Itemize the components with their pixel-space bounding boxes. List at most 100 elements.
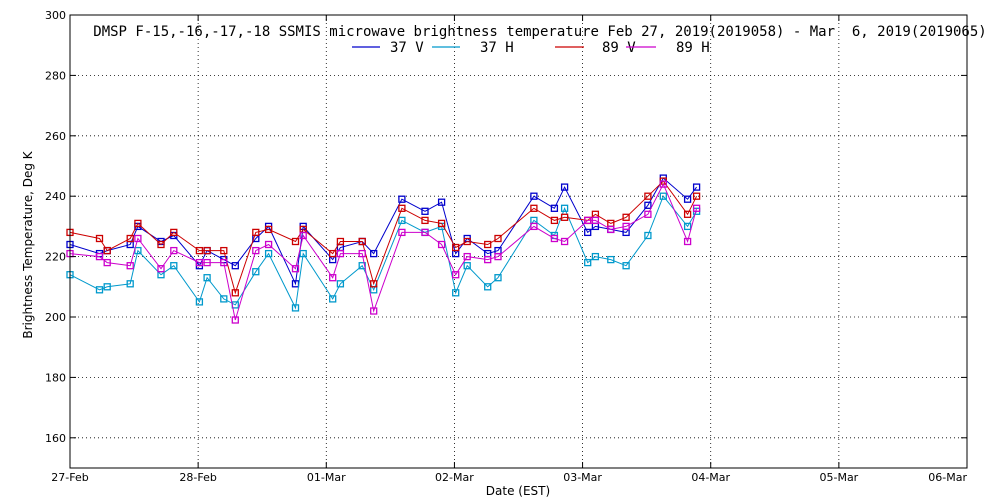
data-point bbox=[358, 249, 366, 258]
data-point bbox=[95, 252, 104, 261]
data-point bbox=[398, 204, 406, 212]
data-point bbox=[452, 289, 460, 297]
data-point bbox=[463, 252, 471, 261]
data-point bbox=[370, 307, 378, 315]
data-point bbox=[170, 228, 178, 237]
data-point bbox=[336, 280, 345, 288]
data-point bbox=[644, 192, 652, 200]
data-point bbox=[157, 240, 165, 249]
data-point bbox=[220, 295, 228, 303]
data-point bbox=[398, 195, 406, 203]
data-point bbox=[329, 295, 337, 303]
data-point bbox=[358, 237, 366, 246]
y-tick-label: 300 bbox=[45, 9, 66, 22]
series-89-h bbox=[66, 180, 701, 324]
data-point bbox=[644, 231, 652, 240]
series-37-h bbox=[66, 192, 701, 312]
data-point bbox=[231, 316, 239, 324]
data-point bbox=[622, 222, 630, 231]
data-point bbox=[437, 219, 446, 228]
legend-label: 37 V bbox=[390, 40, 424, 56]
data-point bbox=[170, 262, 178, 270]
data-point bbox=[126, 280, 134, 288]
data-point bbox=[103, 246, 111, 255]
data-point bbox=[591, 216, 600, 225]
data-point bbox=[584, 216, 592, 225]
data-point bbox=[591, 252, 600, 261]
data-point bbox=[231, 262, 239, 270]
data-point bbox=[584, 228, 592, 237]
data-point bbox=[484, 240, 492, 249]
data-point bbox=[421, 216, 429, 225]
y-tick-label: 260 bbox=[45, 130, 66, 143]
data-point bbox=[203, 274, 211, 282]
series-line bbox=[69, 195, 698, 310]
data-point bbox=[157, 265, 165, 273]
data-point bbox=[203, 246, 211, 255]
x-axis-label: Date (EST) bbox=[486, 484, 550, 498]
data-point bbox=[126, 262, 134, 270]
data-point bbox=[398, 216, 406, 225]
data-point bbox=[195, 246, 204, 255]
data-point bbox=[530, 222, 538, 231]
data-point bbox=[692, 204, 701, 212]
x-tick-label: 05-Mar bbox=[819, 471, 858, 484]
data-point bbox=[398, 228, 406, 237]
data-point bbox=[683, 222, 692, 231]
data-point bbox=[607, 255, 615, 264]
data-point bbox=[291, 304, 300, 312]
data-point bbox=[195, 258, 204, 267]
data-point bbox=[95, 234, 104, 243]
data-point bbox=[494, 234, 502, 243]
data-point bbox=[103, 258, 111, 267]
data-point bbox=[95, 286, 104, 294]
data-point bbox=[452, 271, 460, 279]
data-point bbox=[203, 258, 211, 267]
data-point bbox=[336, 237, 345, 246]
y-tick-label: 240 bbox=[45, 190, 66, 203]
data-point bbox=[437, 198, 446, 206]
data-point bbox=[252, 268, 260, 276]
data-point bbox=[264, 249, 273, 258]
data-point bbox=[134, 219, 142, 228]
data-point bbox=[692, 192, 701, 200]
series-37-v bbox=[66, 174, 701, 288]
data-point bbox=[560, 183, 569, 191]
data-point bbox=[607, 225, 615, 234]
data-point bbox=[358, 262, 366, 270]
data-point bbox=[370, 249, 378, 258]
data-point bbox=[530, 192, 538, 200]
data-point bbox=[560, 204, 569, 212]
data-point bbox=[421, 207, 429, 215]
x-tick-label: 02-Mar bbox=[435, 471, 474, 484]
data-point bbox=[683, 237, 692, 246]
data-point bbox=[550, 216, 559, 225]
data-point bbox=[421, 228, 429, 237]
data-point bbox=[291, 265, 300, 273]
series-group bbox=[66, 174, 701, 324]
data-point bbox=[659, 192, 667, 200]
axes: 160 180 200 220 240 260 280 300 27-Feb 28-Feb 01-M… bbox=[45, 9, 968, 484]
data-point bbox=[494, 252, 502, 261]
x-tick-label: 04-Mar bbox=[691, 471, 730, 484]
y-tick-label: 160 bbox=[45, 432, 66, 445]
data-point bbox=[530, 204, 538, 212]
y-tick-label: 180 bbox=[45, 371, 66, 384]
data-point bbox=[659, 180, 667, 188]
data-point bbox=[103, 283, 111, 291]
data-point bbox=[264, 240, 273, 249]
y-axis-label: Brightness Temperature, Deg K bbox=[21, 150, 35, 338]
data-point bbox=[683, 210, 692, 218]
data-point bbox=[452, 243, 460, 252]
data-point bbox=[252, 228, 260, 237]
x-tick-label: 06-Mar bbox=[928, 471, 967, 484]
data-point bbox=[584, 258, 592, 267]
data-point bbox=[622, 262, 630, 270]
data-point bbox=[291, 237, 300, 246]
data-point bbox=[329, 249, 337, 258]
data-point bbox=[484, 283, 492, 291]
data-point bbox=[134, 234, 142, 243]
data-point bbox=[126, 234, 134, 243]
y-tick-label: 200 bbox=[45, 311, 66, 324]
